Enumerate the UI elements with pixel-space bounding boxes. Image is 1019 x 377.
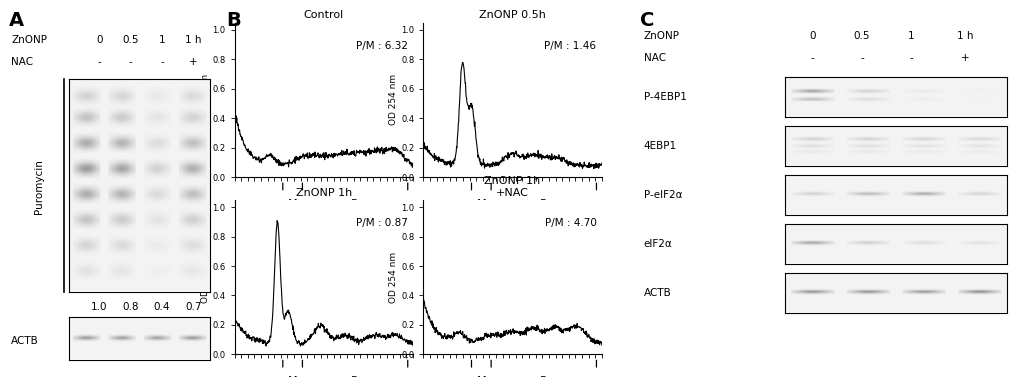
Text: 0.8: 0.8	[122, 302, 139, 312]
Text: M: M	[287, 376, 298, 377]
Text: 0: 0	[808, 31, 814, 41]
Text: 1 h: 1 h	[184, 35, 202, 44]
Text: C: C	[640, 11, 654, 30]
Y-axis label: OD 254 nm: OD 254 nm	[389, 251, 397, 303]
Text: ZnONP: ZnONP	[643, 31, 680, 41]
Text: NAC: NAC	[11, 57, 34, 67]
Text: 1.0: 1.0	[91, 302, 107, 312]
Title: ZnONP 1h
+NAC: ZnONP 1h +NAC	[484, 176, 540, 198]
Text: 0.4: 0.4	[154, 302, 170, 312]
Text: eIF2α: eIF2α	[643, 239, 672, 249]
Text: B: B	[226, 11, 240, 30]
Text: -: -	[160, 57, 164, 67]
Text: -: -	[809, 54, 813, 63]
Text: P: P	[539, 199, 546, 209]
Text: 0.5: 0.5	[853, 31, 869, 41]
Y-axis label: OD 254 nm: OD 254 nm	[389, 74, 397, 126]
Title: Control: Control	[304, 11, 343, 20]
Text: 0.7: 0.7	[184, 302, 202, 312]
Text: +: +	[960, 54, 968, 63]
Text: Puromycin: Puromycin	[34, 159, 44, 214]
Text: 4EBP1: 4EBP1	[643, 141, 677, 151]
Text: -: -	[909, 54, 913, 63]
Text: -: -	[97, 57, 101, 67]
Y-axis label: OD 254 nm: OD 254 nm	[201, 251, 209, 303]
Text: 0.5: 0.5	[122, 35, 139, 44]
Text: ACTB: ACTB	[11, 336, 39, 346]
Text: 0: 0	[96, 35, 102, 44]
Text: P-eIF2α: P-eIF2α	[643, 190, 682, 200]
Text: 1: 1	[159, 35, 165, 44]
Text: ZnONP: ZnONP	[11, 35, 47, 44]
Y-axis label: OD 254 nm: OD 254 nm	[201, 74, 209, 126]
Text: M: M	[476, 376, 486, 377]
Text: 1: 1	[908, 31, 914, 41]
Text: P/M : 6.32: P/M : 6.32	[356, 41, 408, 51]
Text: P/M : 4.70: P/M : 4.70	[544, 218, 596, 228]
Text: P: P	[351, 376, 358, 377]
Text: -: -	[128, 57, 132, 67]
Text: 1 h: 1 h	[956, 31, 972, 41]
Text: M: M	[287, 199, 298, 209]
Text: P/M : 1.46: P/M : 1.46	[544, 41, 596, 51]
Title: ZnONP 1h: ZnONP 1h	[296, 188, 352, 198]
Title: ZnONP 0.5h: ZnONP 0.5h	[479, 11, 545, 20]
Text: -: -	[859, 54, 863, 63]
Text: NAC: NAC	[643, 54, 665, 63]
Text: ACTB: ACTB	[643, 288, 671, 298]
Text: M: M	[476, 199, 486, 209]
Text: P: P	[351, 199, 358, 209]
Text: P: P	[539, 376, 546, 377]
Text: A: A	[9, 11, 24, 30]
Text: P/M : 0.87: P/M : 0.87	[356, 218, 408, 228]
Text: +: +	[189, 57, 198, 67]
Text: P-4EBP1: P-4EBP1	[643, 92, 686, 102]
